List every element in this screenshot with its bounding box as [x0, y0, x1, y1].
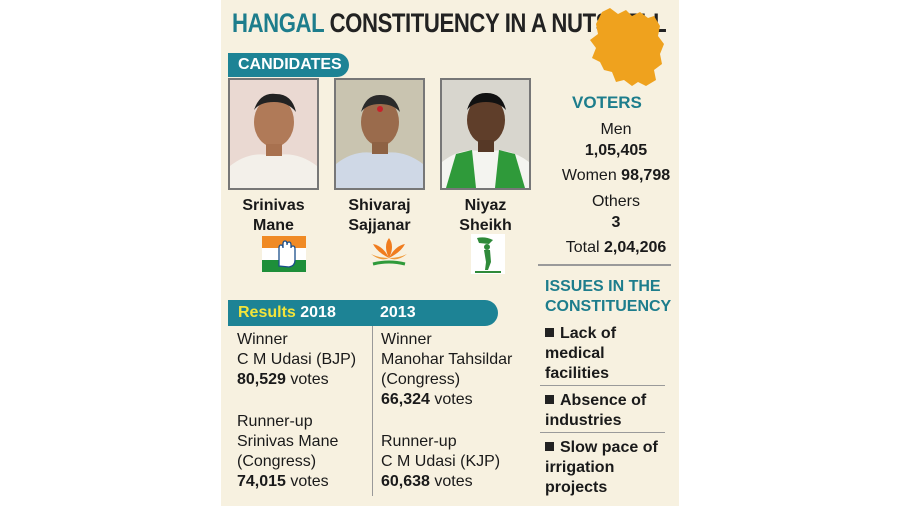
issue-item-1: Lack of medical facilities: [545, 325, 617, 382]
results-heading: Results 2018 2013: [228, 300, 498, 326]
results-2018-runner-up: Runner-up Srinivas Mane (Congress) 74,01…: [237, 413, 339, 490]
congress-hand-icon: [262, 236, 306, 272]
divider: [538, 264, 671, 266]
candidate-photo-1: [228, 78, 319, 190]
results-2013-runner-up: Runner-up C M Udasi (KJP) 60,638 votes: [381, 433, 501, 490]
results-2013-winner: Winner Manohar Tahsildar (Congress) 66,3…: [381, 331, 513, 408]
candidate-photo-2: [334, 78, 425, 190]
results-divider: [372, 326, 373, 496]
bjp-lotus-icon: [371, 238, 407, 266]
divider: [540, 385, 665, 386]
voters-others-label: Others: [591, 193, 640, 210]
issues-heading: ISSUES IN THE CONSTITUENCY: [545, 278, 672, 315]
jds-farmer-icon: [471, 234, 505, 274]
voters-men-value: 1,05,405: [584, 142, 648, 159]
results-2018-winner: Winner C M Udasi (BJP) 80,529 votes: [237, 331, 357, 388]
voters-heading: VOTERS: [572, 93, 642, 112]
issue-item-3: Slow pace of irrigation projects: [545, 439, 658, 496]
candidate-name-2: Shivaraj Sajjanar: [348, 197, 411, 234]
voters-others-value: 3: [611, 214, 621, 231]
candidate-name-3: Niyaz Sheikh: [459, 197, 512, 234]
bullet-icon: [545, 395, 554, 404]
bullet-icon: [545, 442, 554, 451]
voters-men-label: Men: [600, 121, 632, 138]
constituency-map-icon: [590, 8, 664, 86]
divider: [540, 432, 665, 433]
bullet-icon: [545, 328, 554, 337]
issue-item-2: Absence of industries: [545, 392, 647, 429]
candidate-photo-3: [440, 78, 531, 190]
candidates-heading: CANDIDATES: [228, 53, 349, 77]
voters-total: Total 2,04,206: [565, 239, 667, 256]
voters-women: Women 98,798: [561, 167, 671, 184]
candidate-name-1: Srinivas Mane: [242, 197, 305, 234]
